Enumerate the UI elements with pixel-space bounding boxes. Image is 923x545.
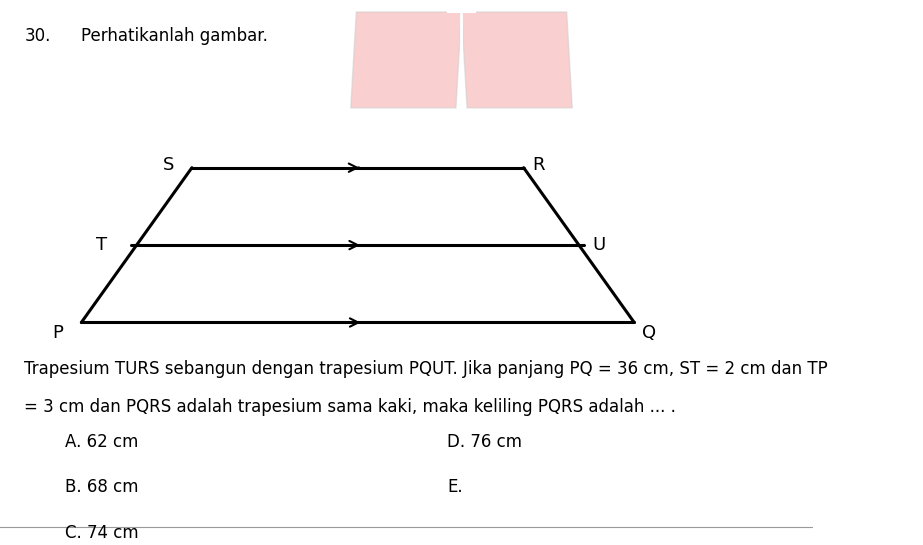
Text: D. 76 cm: D. 76 cm [448, 433, 522, 451]
Text: S: S [162, 156, 174, 174]
Text: Q: Q [642, 324, 656, 342]
Text: Perhatikanlah gambar.: Perhatikanlah gambar. [81, 27, 269, 45]
Text: T: T [96, 236, 107, 254]
Text: 30.: 30. [24, 27, 51, 45]
Text: P: P [53, 324, 64, 342]
Text: C. 74 cm: C. 74 cm [65, 524, 138, 542]
Text: B. 68 cm: B. 68 cm [65, 479, 138, 496]
Text: = 3 cm dan PQRS adalah trapesium sama kaki, maka keliling PQRS adalah ... .: = 3 cm dan PQRS adalah trapesium sama ka… [24, 398, 677, 416]
Text: U: U [593, 236, 605, 254]
Polygon shape [462, 12, 572, 108]
Text: E.: E. [448, 479, 462, 496]
Text: A. 62 cm: A. 62 cm [65, 433, 138, 451]
Text: R: R [532, 156, 545, 174]
Polygon shape [351, 12, 462, 108]
Text: Trapesium TURS sebangun dengan trapesium PQUT. Jika panjang PQ = 36 cm, ST = 2 c: Trapesium TURS sebangun dengan trapesium… [24, 360, 828, 378]
